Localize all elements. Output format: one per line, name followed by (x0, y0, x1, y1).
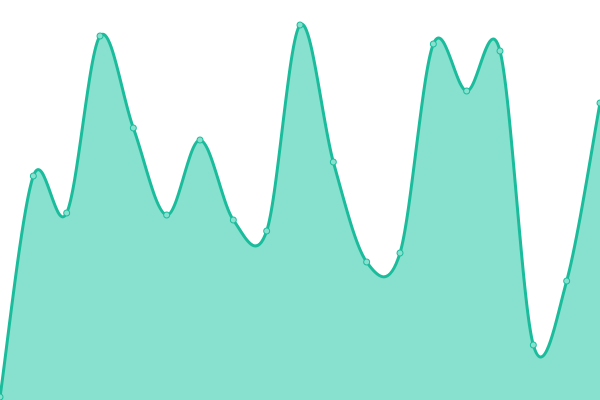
data-point-0 (0, 393, 4, 400)
data-point-17 (563, 277, 571, 285)
data-point-16 (529, 341, 537, 349)
data-point-9 (296, 21, 304, 29)
data-point-5 (163, 211, 171, 219)
data-point-2 (63, 209, 71, 217)
data-point-14 (463, 87, 471, 95)
data-point-18 (596, 99, 600, 107)
data-point-1 (29, 172, 37, 180)
data-point-6 (196, 136, 204, 144)
data-point-10 (329, 158, 337, 166)
data-point-7 (229, 216, 237, 224)
data-points (0, 21, 600, 400)
data-point-4 (129, 124, 137, 132)
data-point-11 (363, 258, 371, 266)
data-point-13 (429, 40, 437, 48)
data-point-12 (396, 249, 404, 257)
series-line (0, 22, 600, 398)
data-point-15 (496, 47, 504, 55)
data-point-3 (96, 32, 104, 40)
area-fill (0, 24, 600, 400)
data-point-8 (263, 227, 271, 235)
